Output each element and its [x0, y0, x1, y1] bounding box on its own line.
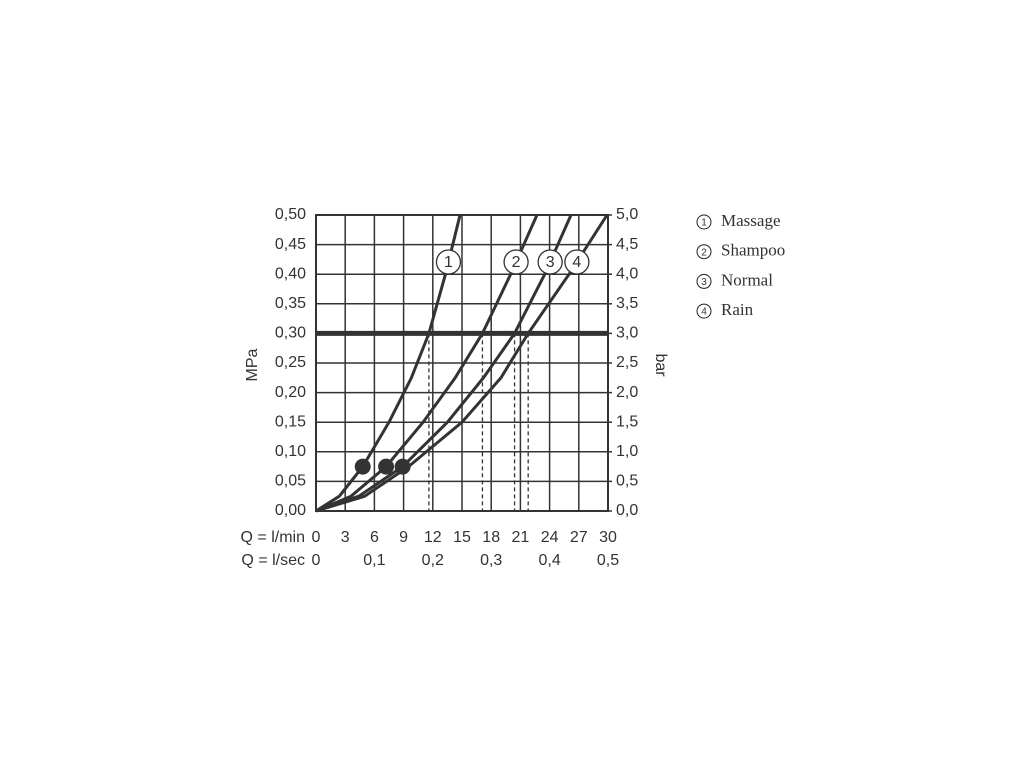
curve [315, 214, 573, 513]
marker [354, 458, 371, 475]
x-tick-label: 24 [541, 529, 559, 546]
curve [315, 214, 462, 513]
x-tick-label: 0 [312, 529, 321, 546]
x2-axis-label: Q = l/sec [241, 552, 305, 569]
y-tick-label: 0,00 [275, 502, 306, 519]
y-tick-label: 0,40 [275, 265, 306, 282]
legend-circle [696, 244, 712, 260]
x-tick-label: 27 [570, 529, 588, 546]
x2-tick-label: 0,1 [363, 552, 385, 569]
y-tick-label: 0,05 [275, 473, 306, 490]
x-axis-label: Q = l/min [241, 529, 305, 546]
x-tick-label: 18 [482, 529, 500, 546]
y-tick-label: 0,25 [275, 354, 306, 371]
curve [315, 214, 609, 513]
y-axis-label: MPa [244, 348, 261, 381]
legend-number: 1 [701, 218, 707, 229]
legend-number: 2 [701, 247, 707, 258]
x2-tick-label: 0,3 [480, 552, 502, 569]
x2-tick-label: 0,5 [597, 552, 619, 569]
curve-label: 4 [572, 254, 581, 271]
y2-tick-label: 2,5 [616, 354, 638, 371]
curve-label: 2 [512, 254, 521, 271]
x-tick-label: 6 [370, 529, 379, 546]
y-tick-label: 0,10 [275, 443, 306, 460]
x-tick-label: 30 [599, 529, 617, 546]
y2-tick-label: 1,5 [616, 413, 638, 430]
curve-label: 1 [444, 254, 453, 271]
y2-tick-label: 0,0 [616, 502, 638, 519]
legend-circle [696, 273, 712, 289]
curve-label-circle [435, 249, 462, 275]
y2-tick-label: 1,0 [616, 443, 638, 460]
curve-label-circle [564, 249, 590, 275]
marker [394, 458, 411, 475]
y-tick-label: 0,35 [275, 295, 306, 312]
y-tick-label: 0,30 [275, 325, 306, 342]
y2-tick-label: 4,5 [616, 236, 638, 253]
x-tick-label: 15 [453, 529, 471, 546]
legend-circle [696, 214, 712, 230]
curve-label-circle [503, 249, 529, 275]
legend-circle [696, 303, 712, 319]
x2-tick-label: 0,4 [538, 552, 560, 569]
x2-tick-label: 0,2 [422, 552, 444, 569]
y-tick-label: 0,20 [275, 384, 306, 401]
legend-label: Rain [721, 300, 754, 319]
marker [378, 458, 395, 475]
legend-number: 3 [701, 277, 707, 288]
y2-tick-label: 5,0 [616, 206, 638, 223]
x-tick-label: 21 [512, 529, 530, 546]
y2-tick-label: 3,0 [616, 325, 638, 342]
x-tick-label: 9 [399, 529, 408, 546]
y2-tick-label: 2,0 [616, 384, 638, 401]
x-tick-label: 3 [341, 529, 350, 546]
x-tick-label: 12 [424, 529, 442, 546]
x2-tick-label: 0 [312, 552, 321, 569]
y2-axis-label: bar [652, 353, 669, 377]
legend-label: Shampoo [721, 241, 785, 260]
curve-label: 3 [546, 254, 555, 271]
y-tick-label: 0,15 [275, 413, 306, 430]
y-tick-label: 0,45 [275, 236, 306, 253]
plot-frame [315, 214, 609, 512]
curve-label-circle [537, 249, 563, 275]
curve [315, 214, 539, 513]
legend-number: 4 [701, 307, 707, 318]
y2-tick-label: 0,5 [616, 473, 638, 490]
y2-tick-label: 4,0 [616, 265, 638, 282]
y2-tick-label: 3,5 [616, 295, 638, 312]
legend-label: Massage [721, 211, 780, 230]
legend-label: Normal [721, 270, 773, 289]
y-tick-label: 0,50 [275, 206, 306, 223]
